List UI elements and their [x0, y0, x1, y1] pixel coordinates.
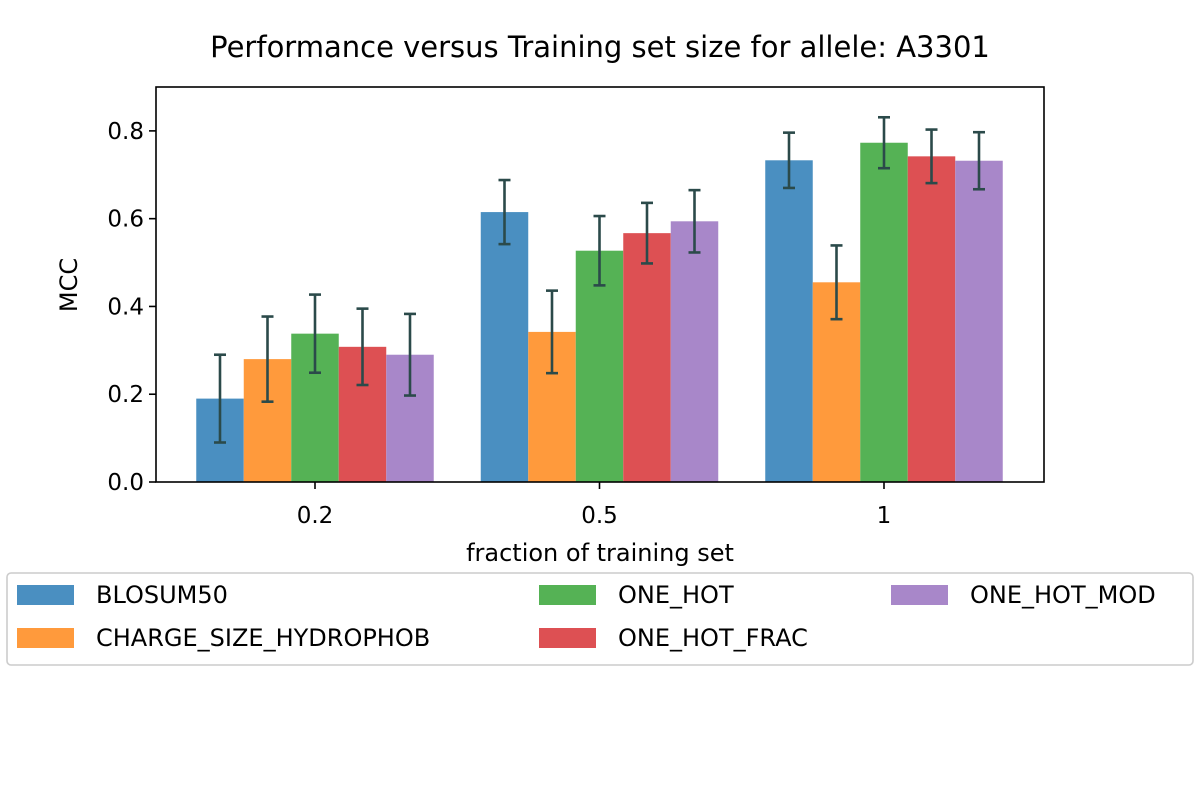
x-tick-label: 0.5 — [581, 503, 618, 529]
error-bar — [688, 188, 701, 254]
legend-swatch — [17, 585, 74, 605]
x-tick-label: 0.2 — [297, 503, 334, 529]
error-bar — [593, 214, 606, 287]
legend-swatch — [17, 628, 74, 648]
y-tick-label: 0.2 — [107, 382, 144, 408]
error-bar — [878, 115, 890, 170]
legend-label: CHARGE_SIZE_HYDROPHOB — [96, 624, 430, 652]
plot-frame — [155, 86, 1045, 483]
error-bar — [498, 178, 511, 246]
y-tick-label: 0.4 — [107, 294, 144, 320]
error-bar — [830, 244, 843, 321]
bar — [860, 142, 908, 482]
legend-item: ONE_HOT_MOD — [891, 581, 1156, 609]
legend-item: ONE_HOT — [539, 581, 734, 609]
plot-area — [196, 115, 1003, 483]
bar — [480, 212, 529, 483]
y-axis-label: MCC — [55, 258, 83, 312]
legend-item: CHARGE_SIZE_HYDROPHOB — [17, 624, 430, 652]
legend-swatch — [891, 585, 948, 605]
legend-label: BLOSUM50 — [96, 581, 228, 609]
legend-swatch — [539, 585, 596, 605]
y-axis-ticks: 0.0 0.2 0.4 0.6 0.8 — [107, 119, 156, 496]
x-tick-label: 1 — [877, 503, 892, 529]
legend-label: ONE_HOT — [618, 581, 734, 609]
error-bar — [641, 201, 653, 265]
bar — [765, 160, 813, 483]
legend-item: BLOSUM50 — [17, 581, 228, 609]
bar — [623, 233, 671, 482]
chart-title: Performance versus Training set size for… — [210, 30, 990, 64]
bar — [670, 221, 719, 483]
error-bar — [783, 131, 795, 190]
x-axis-ticks: 0.2 0.5 1 — [297, 482, 892, 529]
error-bar — [546, 289, 558, 375]
error-bar — [925, 128, 938, 185]
legend-swatch — [539, 628, 596, 648]
x-axis-label: fraction of training set — [466, 539, 734, 567]
bar — [575, 250, 624, 482]
legend-label: ONE_HOT_MOD — [970, 581, 1156, 609]
error-bar — [309, 293, 321, 375]
bar — [955, 160, 1003, 482]
legend: BLOSUM50 CHARGE_SIZE_HYDROPHOB ONE_HOT ONE_… — [6, 572, 1194, 666]
error-bar — [973, 130, 985, 191]
error-bar — [404, 312, 416, 397]
legend-label: ONE_HOT_FRAC — [618, 624, 808, 652]
y-tick-label: 0.6 — [107, 207, 144, 233]
error-bar — [261, 315, 274, 403]
error-bar — [356, 307, 369, 387]
legend-item: ONE_HOT_FRAC — [539, 624, 808, 652]
y-tick-label: 0.0 — [107, 470, 144, 496]
y-tick-label: 0.8 — [107, 119, 144, 145]
error-bar — [214, 353, 226, 444]
bar — [907, 156, 956, 482]
